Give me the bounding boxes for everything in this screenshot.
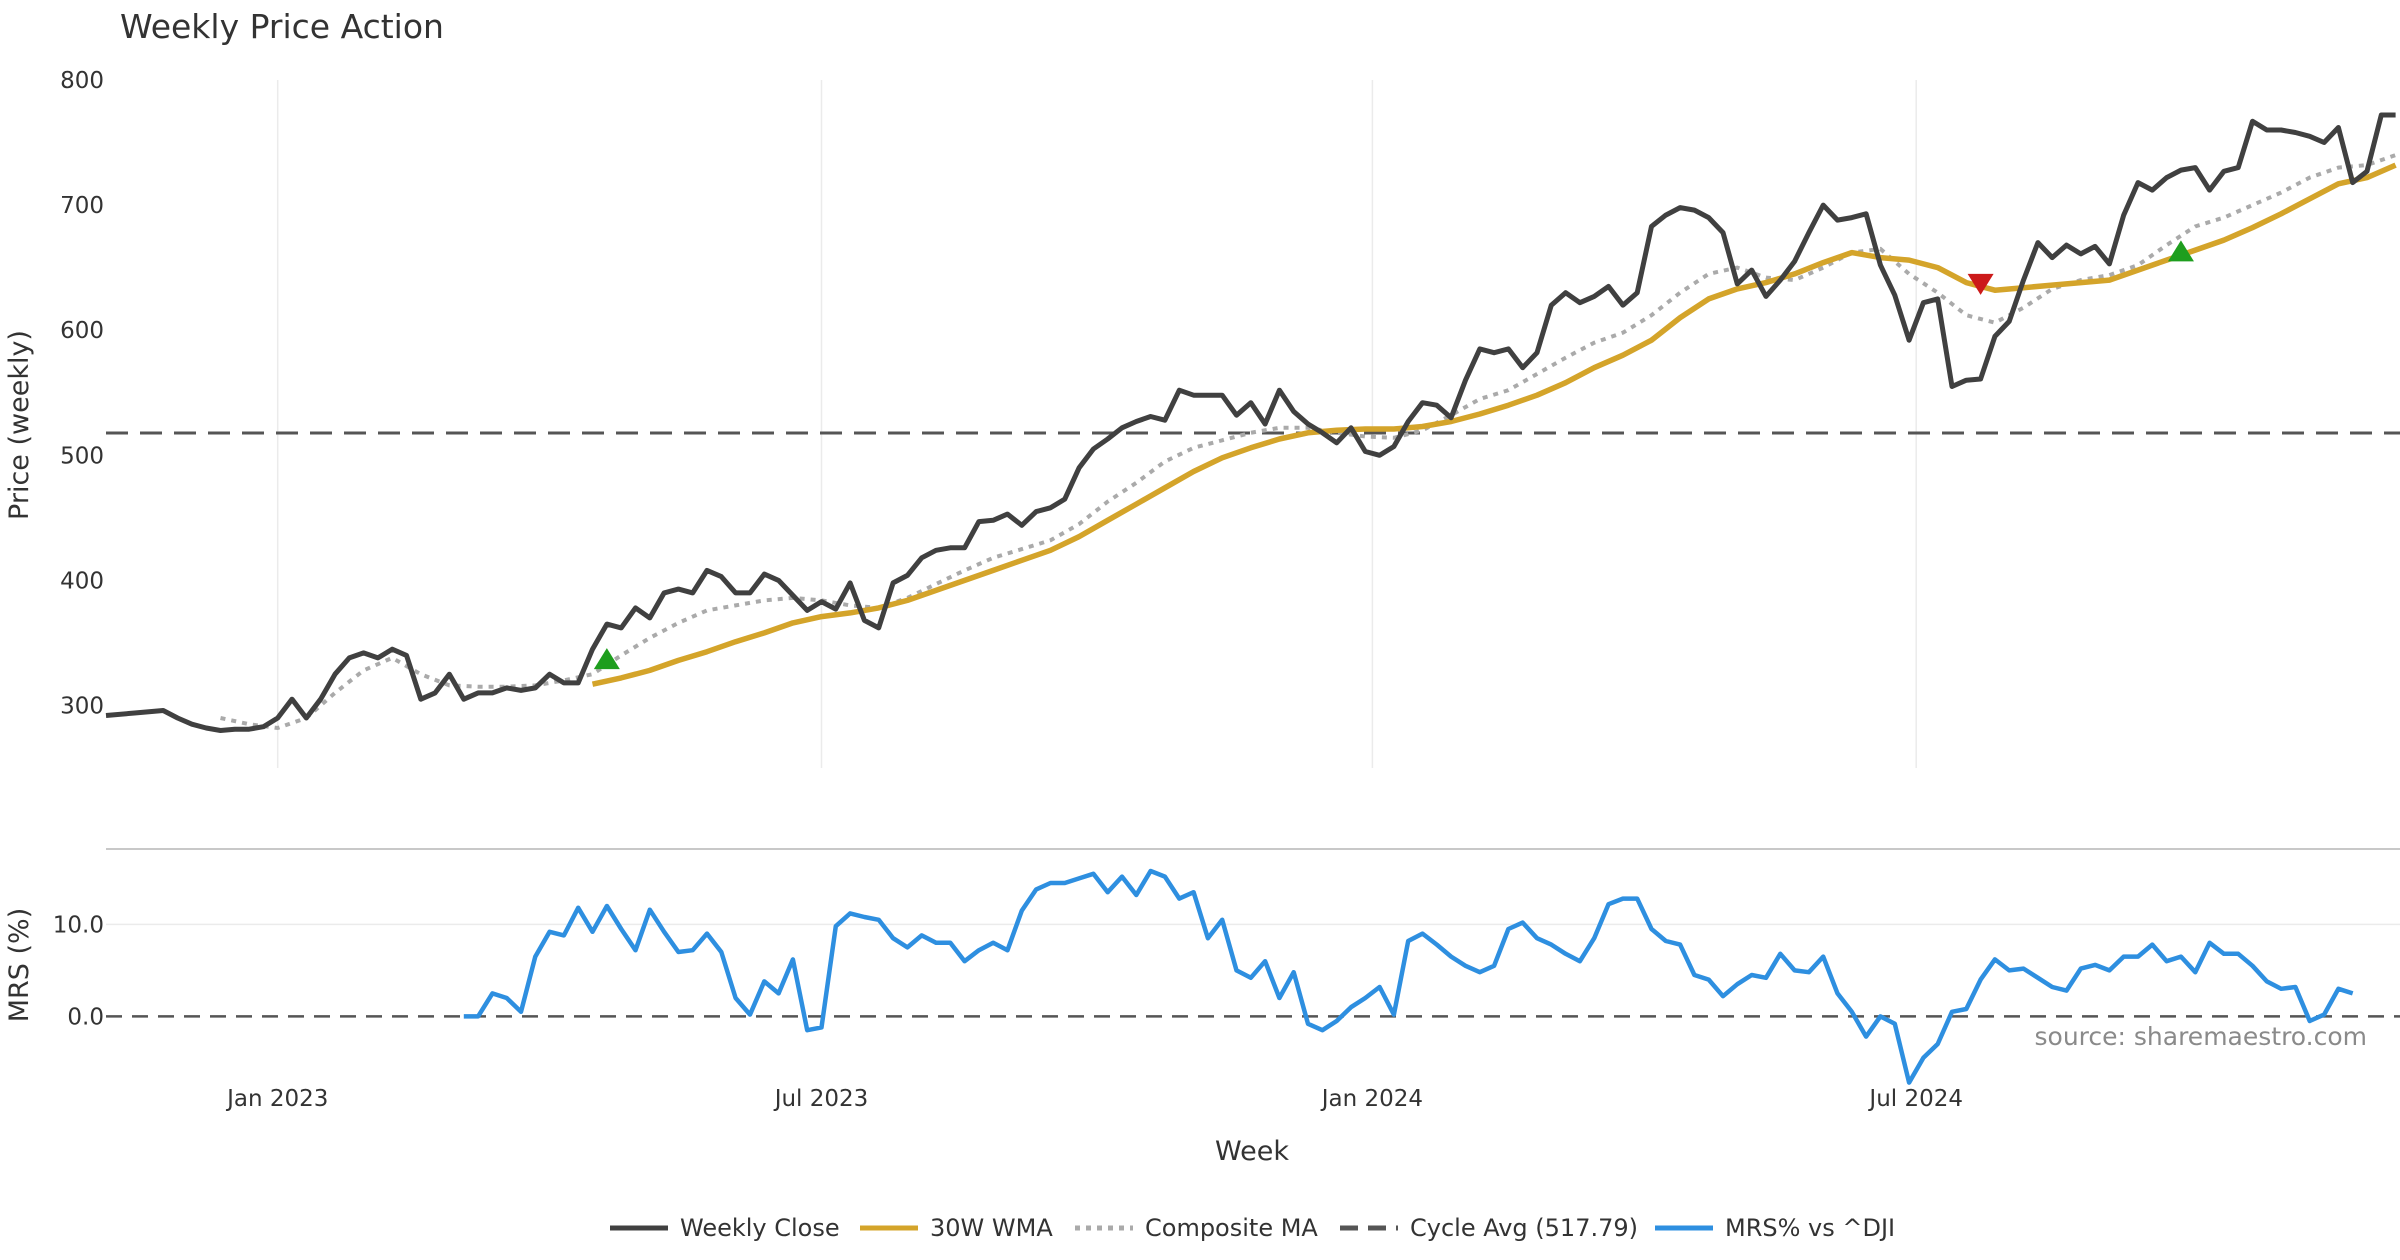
wma-30w-line — [591, 162, 2397, 687]
weekly-close-line — [105, 112, 2396, 733]
mrs-y-axis-label: MRS (%) — [4, 908, 35, 1023]
chart-title: Weekly Price Action — [120, 7, 444, 46]
price-y-tick: 500 — [60, 443, 104, 469]
legend-label: 30W WMA — [930, 1214, 1053, 1242]
x-tick: Jan 2024 — [1320, 1086, 1423, 1112]
legend-label: Cycle Avg (517.79) — [1410, 1214, 1638, 1242]
source-note: source: sharemaestro.com — [2035, 1022, 2368, 1051]
legend: Weekly Close 30W WMA Composite MA Cycle Avg… — [610, 1214, 1895, 1242]
legend-label: Weekly Close — [680, 1214, 840, 1242]
price-gridlines — [276, 80, 1917, 768]
buy-signal-marker — [2167, 240, 2194, 262]
x-axis-label: Week — [1215, 1136, 1289, 1167]
price-y-axis-label: Price (weekly) — [4, 330, 35, 520]
legend-label: Composite MA — [1145, 1214, 1318, 1242]
price-y-ticks: 300 400 500 600 700 800 — [60, 68, 104, 719]
mrs-y-ticks: 0.0 10.0 — [53, 912, 104, 1030]
x-tick: Jul 2024 — [1867, 1086, 1963, 1112]
price-y-tick: 300 — [60, 693, 104, 719]
price-y-tick: 800 — [60, 68, 104, 94]
mrs-y-tick: 10.0 — [53, 912, 104, 938]
price-y-tick: 700 — [60, 193, 104, 219]
sell-signal-marker — [1967, 273, 1994, 295]
buy-signal-marker — [593, 648, 620, 670]
mrs-y-tick: 0.0 — [67, 1004, 104, 1030]
mrs-line — [463, 868, 2354, 1085]
x-tick: Jul 2023 — [773, 1086, 869, 1112]
composite-ma-line — [220, 153, 2397, 731]
x-tick: Jan 2023 — [225, 1086, 328, 1112]
price-y-tick: 600 — [60, 318, 104, 344]
legend-label: MRS% vs ^DJI — [1725, 1214, 1895, 1242]
signal-markers — [593, 240, 2194, 670]
price-y-tick: 400 — [60, 568, 104, 594]
